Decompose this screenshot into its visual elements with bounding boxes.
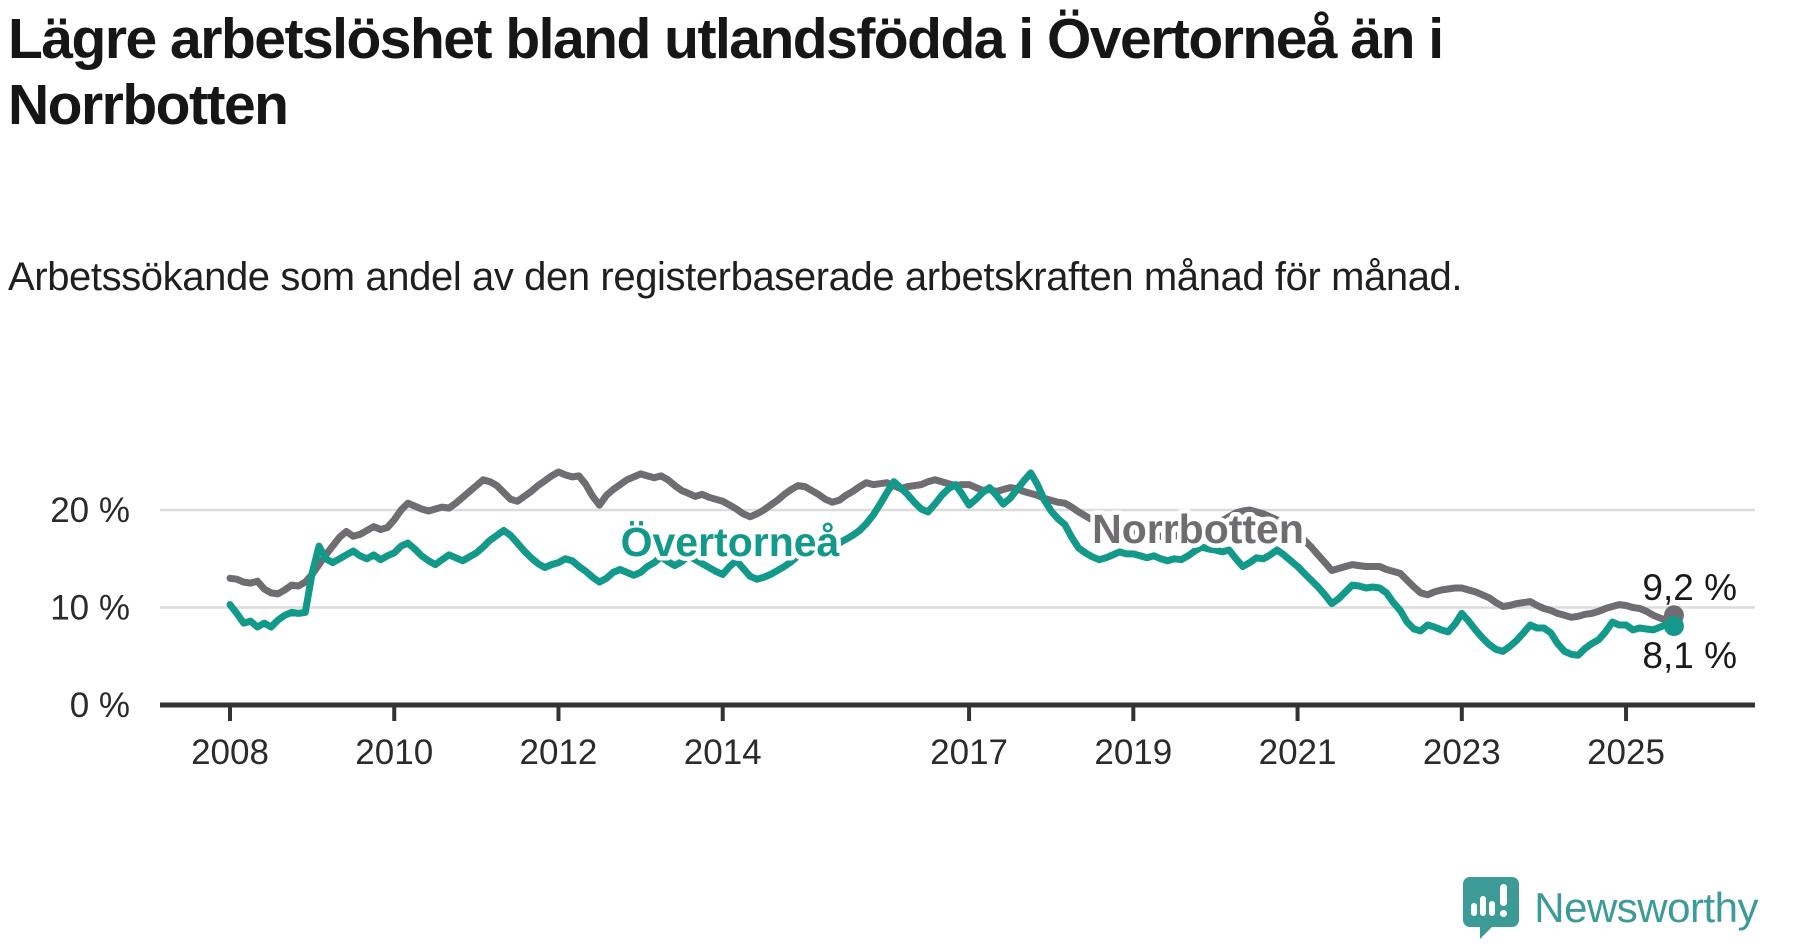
series-end-dot-1 <box>1663 616 1684 637</box>
series-end-label-1: 8,1 % <box>1642 635 1737 676</box>
x-tick-label: 2010 <box>355 733 433 772</box>
x-tick-label: 2012 <box>520 733 598 772</box>
x-tick-label: 2025 <box>1587 733 1665 772</box>
series-label-1: Övertorneå <box>621 519 840 565</box>
y-tick-label: 0 % <box>70 686 130 725</box>
chart-title: Lägre arbetslöshet bland utlandsfödda i … <box>8 7 1444 138</box>
x-tick-label: 2017 <box>930 733 1008 772</box>
series-label-0: Norrbotten <box>1092 506 1304 552</box>
series-line-0 <box>226 468 1678 624</box>
series-line-1 <box>226 469 1678 659</box>
y-tick-label: 10 % <box>50 589 130 628</box>
x-tick-label: 2021 <box>1259 733 1337 772</box>
brand-footer: Newsworthy <box>1462 876 1758 940</box>
x-tick-label: 2019 <box>1094 733 1172 772</box>
brand-name: Newsworthy <box>1534 884 1758 931</box>
y-tick-label: 20 % <box>50 491 130 530</box>
x-tick-label: 2023 <box>1423 733 1501 772</box>
x-tick-label: 2014 <box>684 733 762 772</box>
x-tick-label: 2008 <box>191 733 269 772</box>
newsworthy-logo-icon <box>1463 877 1520 939</box>
series-end-label-0: 9,2 % <box>1642 567 1737 608</box>
chart-subtitle: Arbetssökande som andel av den registerb… <box>8 255 1463 299</box>
line-chart: 0 % 10 % 20 % Övertorneå Norrbotten 9,2 % 8,1 … <box>50 468 1755 772</box>
